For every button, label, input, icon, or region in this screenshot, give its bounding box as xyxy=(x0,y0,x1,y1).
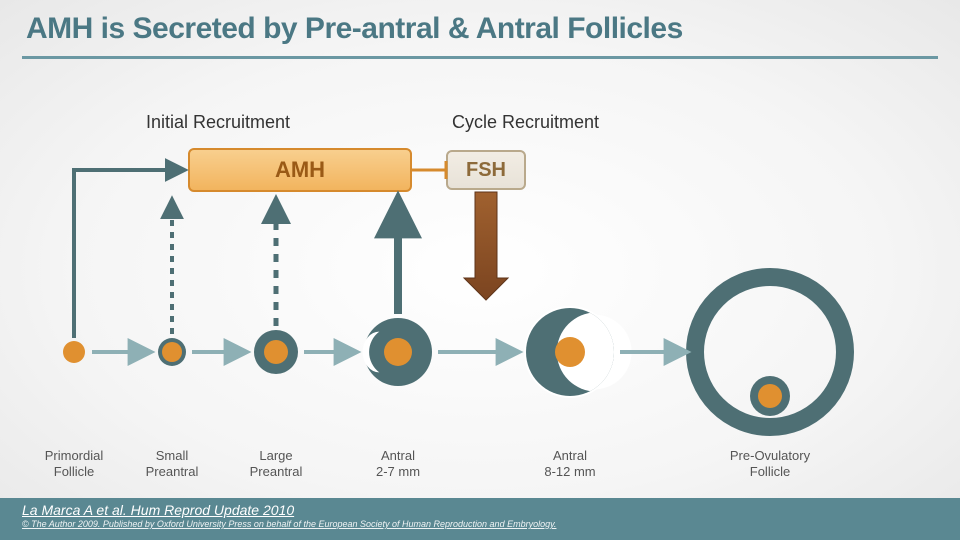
stage-label: Antral2-7 mm xyxy=(338,448,458,481)
fsh-box: FSH xyxy=(446,150,526,190)
title-rule xyxy=(22,56,938,59)
page-title: AMH is Secreted by Pre-antral & Antral F… xyxy=(26,12,934,46)
footer: La Marca A et al. Hum Reprod Update 2010… xyxy=(0,498,960,540)
title-bar: AMH is Secreted by Pre-antral & Antral F… xyxy=(0,0,960,52)
amh-box: AMH xyxy=(188,148,412,192)
stage-label: SmallPreantral xyxy=(112,448,232,481)
stage-label: LargePreantral xyxy=(216,448,336,481)
footer-copyright: © The Author 2009. Published by Oxford U… xyxy=(22,519,938,529)
stage-label: Pre-OvulatoryFollicle xyxy=(710,448,830,481)
phase-label-cycle: Cycle Recruitment xyxy=(452,112,599,133)
footer-citation: La Marca A et al. Hum Reprod Update 2010 xyxy=(22,502,938,518)
stage-label: Antral8-12 mm xyxy=(510,448,630,481)
phase-label-initial: Initial Recruitment xyxy=(146,112,290,133)
